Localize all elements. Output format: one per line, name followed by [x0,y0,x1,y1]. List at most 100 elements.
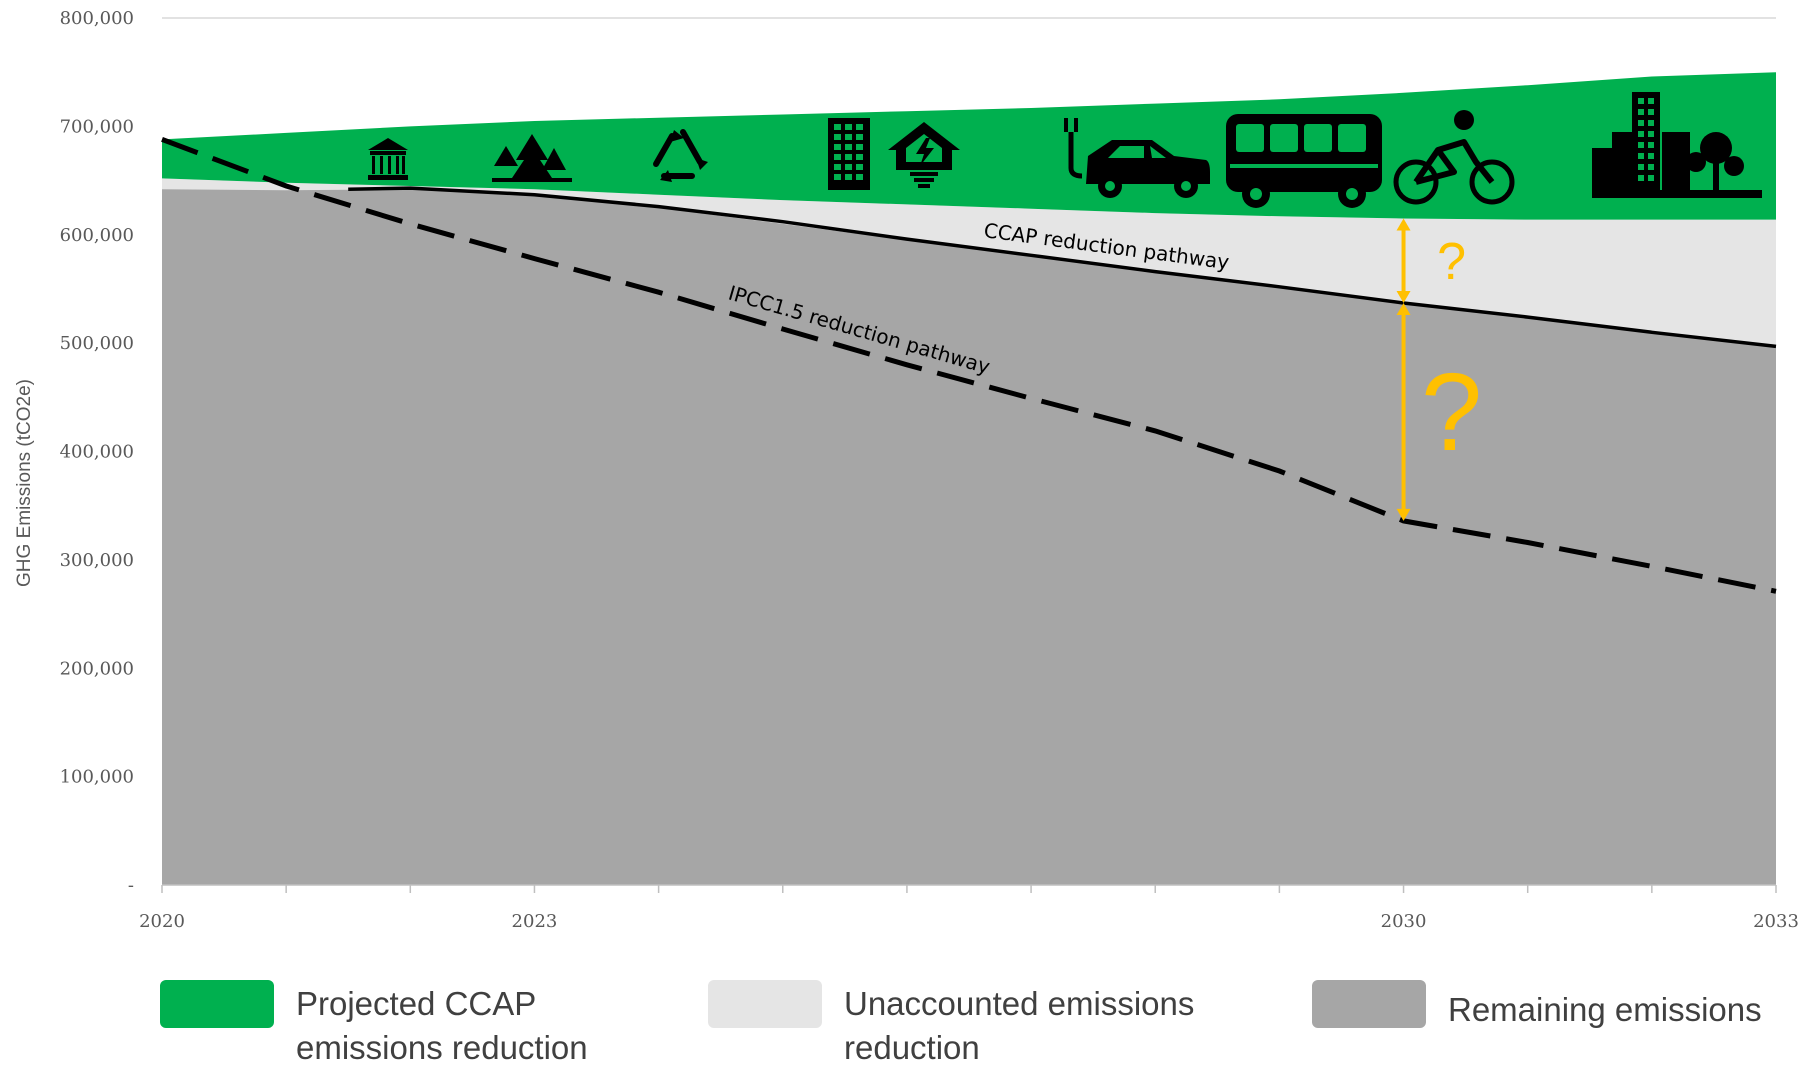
icon-layer [368,92,1762,208]
y-tick-label: 500,000 [60,333,134,354]
icon-part [1612,132,1632,196]
legend-swatch-unaccounted [708,980,822,1028]
icon-part [856,154,863,160]
electric-car-icon [1064,118,1210,198]
icon-part [1638,153,1644,159]
icon-part [1108,146,1166,158]
y-tick-label: 200,000 [60,658,134,679]
icon-part [1454,110,1474,130]
icon-part [834,164,841,170]
legend-swatch-ccap [160,980,274,1028]
small-question-mark: ? [1437,233,1466,291]
x-tick-label: 2023 [512,911,558,932]
icon-part [1638,98,1644,104]
icon-part [1064,118,1078,132]
icon-part [1592,190,1762,198]
y-tick-label: 700,000 [60,116,134,137]
gap-arrow-head [1396,303,1411,316]
icon-part [845,154,852,160]
icon-part [1648,175,1654,181]
axes-layer: - 100,000 200,000 300,000 400,000 500,000 600,… [60,8,1799,932]
icon-part [388,156,391,174]
icon-part [834,174,841,180]
icon-part [834,144,841,150]
icon-part [856,144,863,150]
bus-icon [1226,114,1382,208]
legend: Projected CCAP emissions reduction Unacc… [0,980,1812,1066]
icon-part [1724,156,1744,176]
y-tick-label: 300,000 [60,550,134,571]
icon-part [1638,175,1644,181]
annotation-layer: ?? [1396,218,1482,521]
y-axis-label: GHG Emissions (tCO2e) [14,379,35,587]
x-tick-label: 2020 [139,911,185,932]
gap-arrow-head [1396,291,1411,304]
icon-part [1662,132,1690,196]
icon-part [542,148,566,170]
icon-part [856,164,863,170]
icon-part [856,134,863,140]
icon-part [494,146,518,166]
icon-part [1105,181,1115,191]
y-tick-label: 100,000 [60,767,134,788]
icon-part [845,124,852,130]
icon-part [910,172,938,176]
icon-part [845,144,852,150]
trees-icon [492,134,572,182]
ipcc-pathway-line [161,137,1777,594]
icon-part [396,156,399,174]
icon-part [1648,109,1654,115]
icon-part [696,158,708,170]
icon-part [660,170,672,182]
energy-home-icon [888,122,960,188]
icon-part [1648,120,1654,126]
icon-part [834,134,841,140]
legend-label-unaccounted: Unaccounted emissions reduction [844,985,1195,1066]
y-tick-label: 800,000 [60,8,134,29]
city-skyline-icon [1592,92,1762,198]
legend-swatch-remaining [1312,980,1426,1028]
apartment-building-icon [828,118,870,190]
y-tick-label: 400,000 [60,442,134,463]
ccap-pathway-line [348,186,1777,349]
legend-label-remaining: Remaining emissions [1448,991,1762,1028]
icon-part [1236,124,1264,152]
icon-part [512,134,552,178]
icon-part [1686,152,1706,172]
icon-part [670,130,684,142]
area-remaining-emissions [162,189,1776,885]
icon-part [1638,142,1644,148]
icon-part [1068,132,1083,179]
icon-part [845,174,852,180]
gap-arrow-head [1396,218,1411,231]
icon-part [1469,159,1515,205]
legend-label-ccap: Projected CCAP emissions reduction [296,985,588,1066]
cyclist-icon [1393,110,1515,205]
icon-part [834,154,841,160]
icon-part [402,156,405,174]
large-question-mark: ? [1421,351,1482,474]
icon-part [380,156,383,174]
icon-part [1181,181,1191,191]
icon-part [1648,131,1654,137]
icon-part [1713,156,1719,196]
icon-part [1648,153,1654,159]
icon-part [1270,124,1298,152]
icon-part [856,124,863,130]
icon-part [914,178,934,182]
icon-part [1304,124,1332,152]
icon-part [492,178,572,182]
icon-part [1648,98,1654,104]
icon-part [1230,164,1378,168]
icon-part [368,138,408,150]
icon-part [1638,164,1644,170]
icon-part [1638,120,1644,126]
icon-part [856,174,863,180]
icon-part [845,134,852,140]
y-tick-label: 600,000 [60,225,134,246]
y-tick-label: - [128,875,134,896]
icon-part [1393,159,1439,205]
icon-part [1648,142,1654,148]
icon-part [1346,188,1358,200]
